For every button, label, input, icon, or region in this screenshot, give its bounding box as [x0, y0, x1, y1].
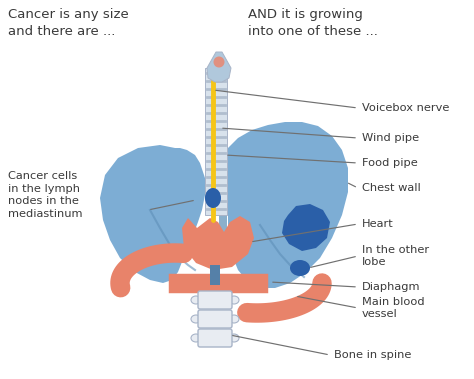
Ellipse shape: [290, 260, 310, 276]
Polygon shape: [282, 204, 330, 251]
Polygon shape: [100, 145, 205, 283]
Polygon shape: [228, 122, 348, 288]
Text: Chest wall: Chest wall: [362, 183, 421, 193]
Text: Cancer is any size
and there are ...: Cancer is any size and there are ...: [8, 8, 129, 38]
Text: Wind pipe: Wind pipe: [362, 133, 419, 143]
Ellipse shape: [191, 334, 201, 342]
Text: Food pipe: Food pipe: [362, 158, 418, 168]
Text: Cancer cells
in the lymph
nodes in the
mediastinum: Cancer cells in the lymph nodes in the m…: [8, 171, 82, 219]
Ellipse shape: [213, 56, 225, 67]
Text: In the other
lobe: In the other lobe: [362, 245, 429, 267]
Bar: [205, 68, 227, 215]
Polygon shape: [207, 52, 231, 82]
Polygon shape: [182, 216, 254, 270]
Ellipse shape: [191, 296, 201, 304]
Text: Diaphagm: Diaphagm: [362, 282, 420, 292]
Bar: [210, 265, 220, 285]
Ellipse shape: [205, 188, 221, 208]
Ellipse shape: [229, 334, 239, 342]
Text: Heart: Heart: [362, 219, 394, 229]
Bar: [219, 75, 227, 240]
FancyBboxPatch shape: [198, 310, 232, 328]
Text: Voicebox nerve: Voicebox nerve: [362, 103, 449, 113]
FancyBboxPatch shape: [198, 329, 232, 347]
Ellipse shape: [191, 315, 201, 323]
Text: Bone in spine: Bone in spine: [334, 350, 411, 360]
Ellipse shape: [229, 296, 239, 304]
Text: AND it is growing
into one of these ...: AND it is growing into one of these ...: [248, 8, 378, 38]
Text: Main blood
vessel: Main blood vessel: [362, 297, 425, 319]
FancyBboxPatch shape: [198, 291, 232, 309]
Ellipse shape: [229, 315, 239, 323]
